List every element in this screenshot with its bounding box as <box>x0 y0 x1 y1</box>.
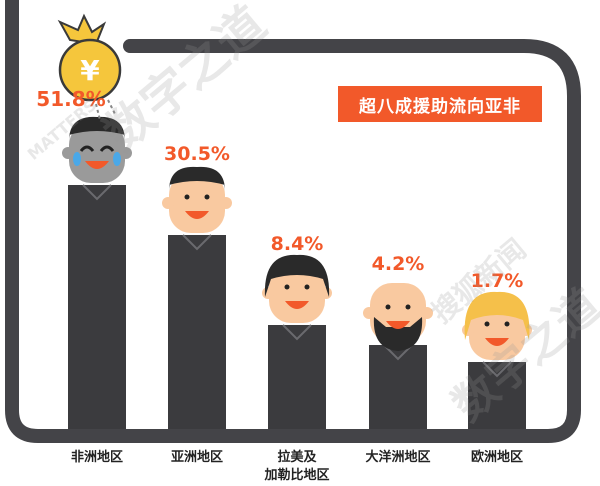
bar-collar-3 <box>282 324 312 341</box>
smiling-face-icon <box>262 254 332 323</box>
value-label-1: 51.8% <box>36 87 106 111</box>
value-label-3: 8.4% <box>270 233 324 255</box>
chart-title: 超八成援助流向亚非 <box>338 86 542 122</box>
bar-5 <box>468 362 526 429</box>
chart-frame <box>5 0 581 443</box>
bar-2 <box>168 235 226 429</box>
bar-collar-1 <box>82 184 112 201</box>
smiling-face-icon <box>363 283 433 351</box>
crying-face-icon <box>62 116 132 183</box>
value-label-4: 4.2% <box>371 253 425 275</box>
category-label-line: 欧洲地区 <box>470 450 523 465</box>
bar-3 <box>268 325 326 429</box>
value-label-2: 30.5% <box>164 143 230 165</box>
category-label-line: 亚洲地区 <box>170 450 223 465</box>
svg-text:¥: ¥ <box>80 54 100 87</box>
bar-collar-5 <box>482 361 512 378</box>
category-label-2: 亚洲地区 <box>147 449 247 467</box>
bar-1 <box>68 185 126 429</box>
category-label-5: 欧洲地区 <box>447 449 547 467</box>
bar-collar-4 <box>383 344 413 361</box>
smiling-face-icon <box>162 166 232 233</box>
category-label-1: 非洲地区 <box>47 449 147 467</box>
value-label-5: 1.7% <box>470 270 524 292</box>
category-label-line: 非洲地区 <box>70 450 123 465</box>
category-label-line: 加勒比地区 <box>264 468 330 483</box>
category-label-line: 拉美及 <box>277 450 317 465</box>
smiling-face-icon <box>462 291 532 360</box>
category-label-3: 拉美及 加勒比地区 <box>247 449 347 485</box>
category-label-line: 大洋洲地区 <box>365 450 431 465</box>
money-bag-icon: ¥ <box>57 13 122 121</box>
bar-collar-2 <box>182 234 212 251</box>
category-label-4: 大洋洲地区 <box>348 449 448 467</box>
